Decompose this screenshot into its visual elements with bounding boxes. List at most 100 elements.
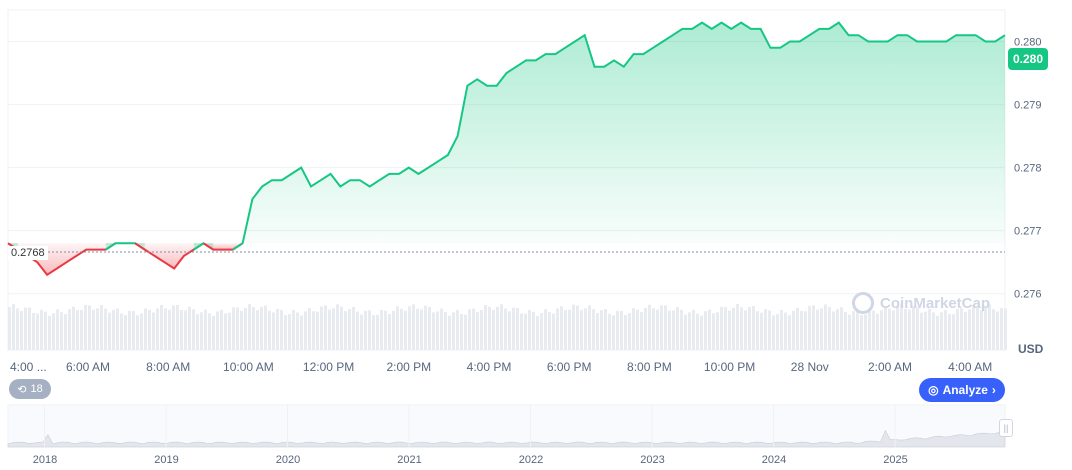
volume-bar xyxy=(768,310,771,350)
volume-bar xyxy=(444,311,447,350)
volume-bar xyxy=(892,310,895,350)
x-tick-label: 4:00 ... xyxy=(10,360,47,374)
volume-bar xyxy=(980,310,983,350)
volume-bar xyxy=(848,314,851,350)
volume-bar xyxy=(96,308,99,350)
volume-bar xyxy=(108,312,111,350)
volume-bar xyxy=(888,308,891,350)
volume-bar xyxy=(20,310,23,350)
volume-bar xyxy=(64,314,67,350)
volume-bar xyxy=(112,309,115,350)
volume-bar xyxy=(240,310,243,350)
overview-background xyxy=(7,404,1006,448)
volume-bar xyxy=(496,306,499,350)
volume-bar xyxy=(344,311,347,350)
analyze-icon: ◎ xyxy=(928,383,939,397)
overview-navigator[interactable]: 2018 2019 2020 2021 2022 2023 2024 2025 xyxy=(7,404,1006,466)
volume-bar xyxy=(836,309,839,350)
volume-bar xyxy=(520,313,523,350)
x-tick-label: 6:00 AM xyxy=(66,360,110,374)
volume-bar xyxy=(348,309,351,350)
volume-bar xyxy=(900,304,903,350)
volume-bar xyxy=(584,308,587,350)
volume-bar xyxy=(660,305,663,350)
volume-bar xyxy=(508,311,511,350)
volume-bar xyxy=(816,309,819,350)
volume-bar xyxy=(260,306,263,350)
volume-bar xyxy=(596,313,599,350)
volume-bar xyxy=(996,311,999,350)
volume-bar xyxy=(696,313,699,350)
volume-bar xyxy=(92,309,95,350)
volume-bar xyxy=(52,313,55,350)
history-button[interactable]: ⟲ 18 xyxy=(9,379,51,399)
volume-bar xyxy=(28,307,31,350)
volume-bar xyxy=(956,308,959,350)
volume-bar xyxy=(812,305,815,350)
volume-bar xyxy=(88,305,91,350)
volume-bar xyxy=(896,305,899,350)
volume-bar xyxy=(456,310,459,350)
volume-bar xyxy=(624,315,627,350)
volume-bar xyxy=(516,308,519,350)
volume-bar xyxy=(524,313,527,350)
volume-bar xyxy=(628,312,631,350)
volume-bar xyxy=(808,306,811,350)
volume-bar xyxy=(880,310,883,350)
volume-bar xyxy=(164,308,167,350)
volume-bar xyxy=(644,307,647,350)
volume-bar xyxy=(416,308,419,350)
volume-bar xyxy=(100,305,103,350)
volume-bar xyxy=(572,304,575,350)
volume-bar xyxy=(440,308,443,350)
volume-bar xyxy=(68,309,71,350)
x-tick-label: 4:00 AM xyxy=(948,360,992,374)
volume-bar xyxy=(104,308,107,350)
navigator-handle[interactable]: || xyxy=(999,419,1013,437)
volume-bar xyxy=(648,304,651,350)
volume-bar xyxy=(904,309,907,350)
volume-bar xyxy=(692,309,695,350)
volume-bar xyxy=(548,312,551,350)
y-tick-labels: 0.280 0.279 0.278 0.277 0.276 xyxy=(1014,37,1042,301)
current-price-badge: 0.280 xyxy=(1008,48,1048,70)
volume-bar xyxy=(756,311,759,350)
volume-bar xyxy=(264,305,267,350)
volume-bar xyxy=(368,310,371,350)
volume-bar xyxy=(684,314,687,350)
volume-bar xyxy=(796,307,799,350)
line-down xyxy=(134,242,205,270)
volume-bar xyxy=(576,305,579,350)
volume-bar xyxy=(664,305,667,350)
volume-bar xyxy=(772,315,775,350)
volume-bar xyxy=(600,310,603,350)
volume-bar xyxy=(192,309,195,350)
volume-bar xyxy=(72,306,75,350)
volume-bar xyxy=(480,310,483,350)
volume-bar xyxy=(1004,308,1007,350)
volume-bar xyxy=(716,312,719,350)
overview-x-tick-label: 2018 xyxy=(33,454,57,466)
volume-bar xyxy=(12,304,15,350)
analyze-button[interactable]: ◎ Analyze › xyxy=(919,378,1005,402)
volume-bar xyxy=(128,310,131,350)
volume-bar xyxy=(776,313,779,350)
volume-bar xyxy=(292,310,295,350)
volume-bar xyxy=(504,308,507,350)
x-tick-label: 4:00 PM xyxy=(467,360,512,374)
volume-bar xyxy=(232,307,235,350)
volume-bar xyxy=(744,310,747,350)
y-tick-label: 0.276 xyxy=(1014,289,1042,301)
overview-series xyxy=(7,429,1006,448)
y-tick-label: 0.279 xyxy=(1014,100,1042,112)
volume-bar xyxy=(216,311,219,350)
volume-bar xyxy=(792,310,795,350)
volume-bar xyxy=(56,309,59,350)
volume-bar xyxy=(80,309,83,350)
overview-x-tick-label: 2022 xyxy=(519,454,543,466)
price-area xyxy=(8,22,1006,275)
volume-bar xyxy=(804,311,807,350)
x-tick-label: 8:00 AM xyxy=(146,360,190,374)
volume-bar xyxy=(656,309,659,350)
